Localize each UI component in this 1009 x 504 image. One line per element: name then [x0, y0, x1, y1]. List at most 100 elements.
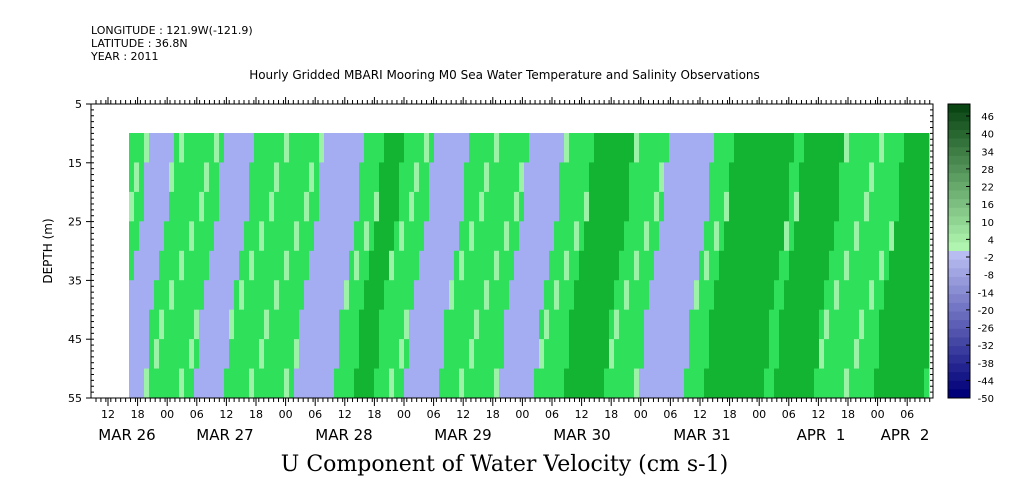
heatmap-cell — [914, 280, 920, 311]
heatmap-cell — [589, 309, 595, 340]
heatmap-cell — [184, 221, 190, 252]
heatmap-cell — [639, 133, 645, 163]
heatmap-cell — [664, 133, 670, 163]
heatmap-cell — [824, 133, 830, 163]
heatmap-cell — [754, 162, 760, 193]
heatmap-cell — [799, 162, 805, 193]
heatmap-cell — [139, 133, 145, 163]
heatmap-cell — [369, 162, 375, 193]
heatmap-cell — [329, 309, 335, 340]
heatmap-cell — [244, 250, 250, 281]
heatmap-cell — [144, 280, 150, 311]
heatmap-cell — [594, 309, 600, 340]
heatmap-cell — [149, 250, 155, 281]
heatmap-cell — [279, 162, 285, 193]
heatmap-cell — [614, 339, 620, 370]
x-hour-label: 06 — [190, 408, 204, 421]
x-hour-label: 12 — [101, 408, 115, 421]
heatmap-cell — [269, 133, 275, 163]
heatmap-cell — [199, 309, 205, 340]
heatmap-cell — [304, 309, 310, 340]
heatmap-cell — [519, 162, 525, 193]
heatmap-cell — [154, 250, 160, 281]
heatmap-cell — [629, 339, 635, 370]
heatmap-cell — [679, 221, 685, 252]
heatmap-cell — [179, 133, 185, 163]
heatmap-cell — [849, 191, 855, 222]
heatmap-cell — [154, 368, 160, 399]
heatmap-cell — [654, 309, 660, 340]
heatmap-cell — [174, 368, 180, 399]
heatmap-cell — [239, 280, 245, 311]
heatmap-cell — [374, 191, 380, 222]
heatmap-cell — [599, 368, 605, 399]
heatmap-cell — [629, 250, 635, 281]
heatmap-cell — [129, 133, 135, 163]
heatmap-cell — [399, 280, 405, 311]
heatmap-cell — [764, 133, 770, 163]
heatmap-cell — [774, 133, 780, 163]
heatmap-cell — [709, 250, 715, 281]
heatmap-cell — [639, 309, 645, 340]
heatmap-cell — [344, 339, 350, 370]
heatmap-cell — [199, 280, 205, 311]
heatmap-cell — [489, 191, 495, 222]
heatmap-cell — [354, 133, 360, 163]
heatmap-cell — [329, 133, 335, 163]
heatmap-cell — [304, 162, 310, 193]
heatmap-cell — [244, 191, 250, 222]
heatmap-cell — [624, 250, 630, 281]
heatmap-cell — [144, 133, 150, 163]
heatmap-cell — [259, 280, 265, 311]
heatmap-cell — [889, 368, 895, 399]
heatmap-cell — [394, 368, 400, 399]
heatmap-cell — [244, 133, 250, 163]
heatmap-cell — [759, 250, 765, 281]
heatmap-cell — [289, 191, 295, 222]
x-day-label: APR 1 — [797, 426, 846, 444]
heatmap-cell — [144, 162, 150, 193]
heatmap-cell — [524, 133, 530, 163]
heatmap-cell — [494, 309, 500, 340]
heatmap-cell — [729, 221, 735, 252]
heatmap-cell — [644, 280, 650, 311]
heatmap-cell — [714, 133, 720, 163]
heatmap-cell — [604, 162, 610, 193]
x-hour-label: 00 — [279, 408, 293, 421]
heatmap-cell — [619, 368, 625, 399]
heatmap-cell — [559, 191, 565, 222]
heatmap-cell — [179, 309, 185, 340]
heatmap-cell — [234, 191, 240, 222]
heatmap-cell — [669, 309, 675, 340]
heatmap-cell — [644, 339, 650, 370]
heatmap-cell — [529, 133, 535, 163]
heatmap-cell — [704, 280, 710, 311]
heatmap-cell — [479, 133, 485, 163]
heatmap-cell — [249, 368, 255, 399]
heatmap-cell — [749, 339, 755, 370]
heatmap-cell — [454, 191, 460, 222]
heatmap-cell — [359, 309, 365, 340]
heatmap-cell — [409, 280, 415, 311]
heatmap-cell — [849, 250, 855, 281]
heatmap-cell — [174, 221, 180, 252]
colorbar-swatch — [948, 354, 970, 364]
heatmap-cell — [404, 250, 410, 281]
heatmap-cell — [724, 191, 730, 222]
heatmap-cell — [179, 162, 185, 193]
heatmap-cell — [599, 250, 605, 281]
heatmap-cell — [764, 368, 770, 399]
y-tick-label: 55 — [68, 392, 82, 405]
heatmap-cell — [584, 250, 590, 281]
heatmap-cell — [829, 368, 835, 399]
heatmap-cell — [779, 133, 785, 163]
heatmap-cell — [769, 133, 775, 163]
heatmap-cell — [479, 368, 485, 399]
heatmap-cell — [184, 309, 190, 340]
heatmap-cell — [334, 280, 340, 311]
heatmap-cell — [859, 221, 865, 252]
heatmap-cell — [819, 309, 825, 340]
colorbar-swatch — [948, 285, 970, 295]
heatmap-cell — [764, 339, 770, 370]
